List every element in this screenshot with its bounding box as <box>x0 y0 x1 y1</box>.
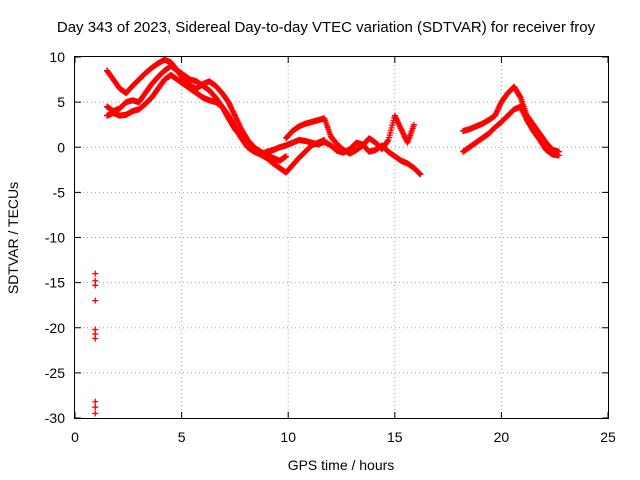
data-point <box>92 410 99 417</box>
data-point <box>92 398 99 405</box>
data-point <box>92 282 99 289</box>
y-tick-label: 10 <box>49 49 65 65</box>
data-point <box>410 121 417 128</box>
x-tick-label: 10 <box>280 429 296 445</box>
x-tick-label: 0 <box>71 429 79 445</box>
y-tick-label: 0 <box>57 139 65 155</box>
grid <box>75 57 608 418</box>
x-tick-label: 5 <box>178 429 186 445</box>
data-point <box>92 335 99 342</box>
y-tick-label: -20 <box>45 320 65 336</box>
y-tick-label: 5 <box>57 94 65 110</box>
x-tick-label: 20 <box>494 429 510 445</box>
data-point <box>92 270 99 277</box>
y-tick-labels: -30 -25 -20 -15 -10 -5 0 5 10 <box>45 49 65 426</box>
axis-ticks <box>74 56 609 419</box>
x-tick-label: 15 <box>387 429 403 445</box>
data-point <box>417 171 424 178</box>
x-tick-label: 25 <box>600 429 616 445</box>
data-point <box>283 153 290 160</box>
y-tick-label: -10 <box>45 230 65 246</box>
data-point <box>92 404 99 411</box>
y-tick-label: -15 <box>45 275 65 291</box>
y-tick-label: -5 <box>53 184 66 200</box>
data-point <box>555 152 562 159</box>
x-tick-labels: 0 5 10 15 20 25 <box>71 429 616 445</box>
data-point <box>92 297 99 304</box>
plot-frame <box>74 56 609 419</box>
x-axis-label: GPS time / hours <box>288 457 395 473</box>
y-tick-label: -30 <box>45 410 65 426</box>
chart-title: Day 343 of 2023, Sidereal Day-to-day VTE… <box>57 19 596 36</box>
y-tick-label: -25 <box>45 365 65 381</box>
y-axis-label: SDTVAR / TECUs <box>5 182 21 294</box>
data-points <box>92 56 562 417</box>
